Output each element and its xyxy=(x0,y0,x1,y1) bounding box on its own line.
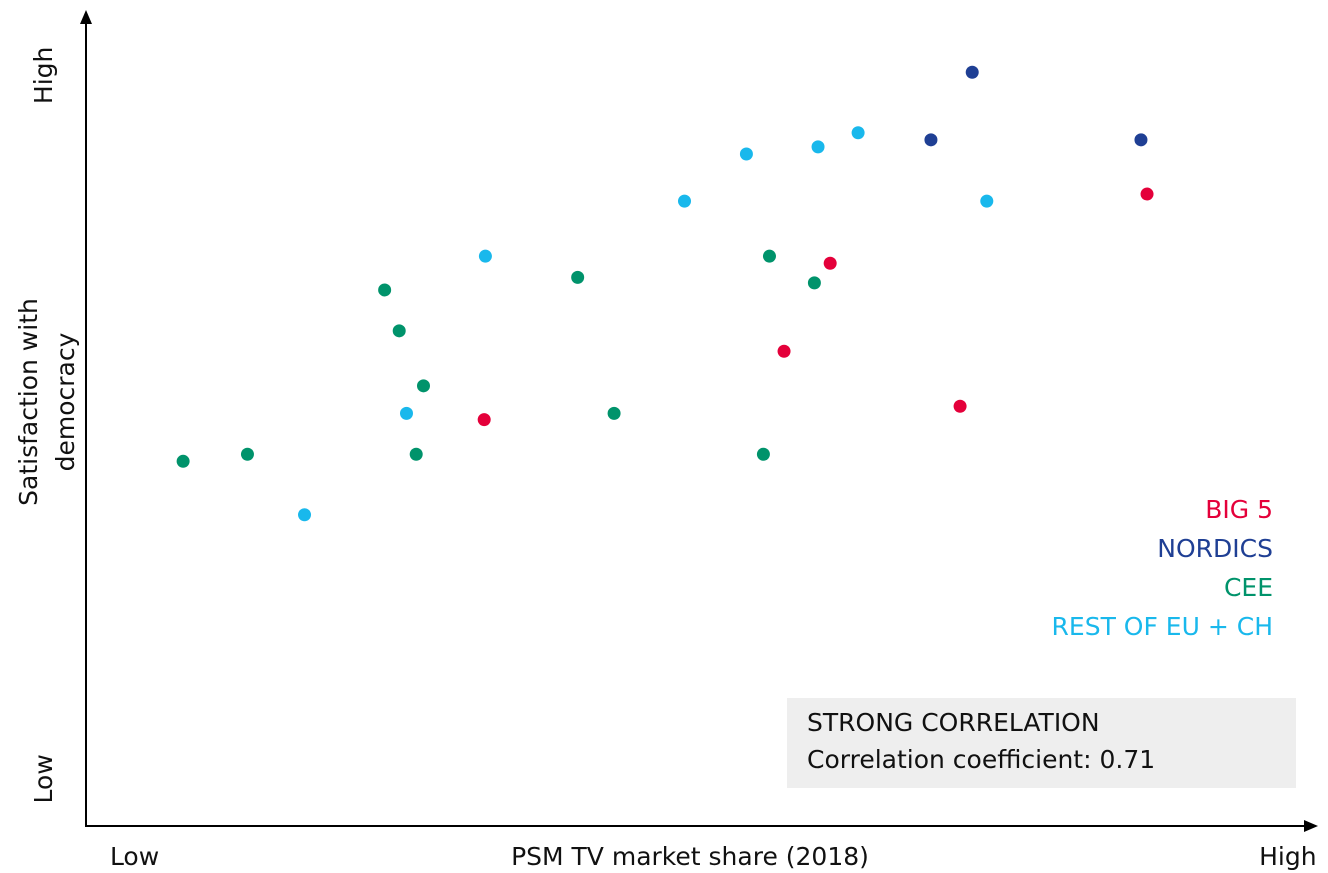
point xyxy=(378,283,392,297)
point xyxy=(409,447,423,461)
point xyxy=(392,324,406,338)
point xyxy=(823,256,837,270)
legend-entry: BIG 5 xyxy=(1205,495,1273,524)
y-tick-label: Low xyxy=(29,754,58,803)
point xyxy=(811,140,825,154)
point xyxy=(478,249,492,263)
point xyxy=(756,447,770,461)
annotation-title: STRONG CORRELATION xyxy=(807,708,1100,737)
point xyxy=(762,249,776,263)
legend-entry: REST OF EU + CH xyxy=(1052,612,1273,641)
annotation-text: Correlation coefficient: 0.71 xyxy=(807,745,1155,774)
point xyxy=(739,147,753,161)
legend-entry: NORDICS xyxy=(1157,534,1273,563)
x-axis-label: PSM TV market share (2018) xyxy=(511,842,869,871)
point xyxy=(678,194,692,208)
y-axis-label: Satisfaction with democracy xyxy=(14,298,80,506)
point xyxy=(416,379,430,393)
x-axis-arrow xyxy=(1304,820,1318,832)
legend-entry: CEE xyxy=(1224,573,1273,602)
point xyxy=(399,406,413,420)
x-tick-label: Low xyxy=(110,842,159,871)
point xyxy=(571,270,585,284)
annotation-box xyxy=(787,698,1296,788)
y-axis-arrow xyxy=(80,10,92,24)
point xyxy=(980,194,994,208)
point xyxy=(1140,187,1154,201)
point xyxy=(298,508,312,522)
x-tick-label: High xyxy=(1259,842,1316,871)
y-tick-label: High xyxy=(29,47,58,104)
point xyxy=(965,65,979,79)
point xyxy=(240,447,254,461)
point xyxy=(477,413,491,427)
point xyxy=(953,399,967,413)
point xyxy=(777,344,791,358)
point xyxy=(176,454,190,468)
point xyxy=(851,126,865,140)
point xyxy=(924,133,938,147)
point xyxy=(807,276,821,290)
point xyxy=(607,406,621,420)
point xyxy=(1134,133,1148,147)
